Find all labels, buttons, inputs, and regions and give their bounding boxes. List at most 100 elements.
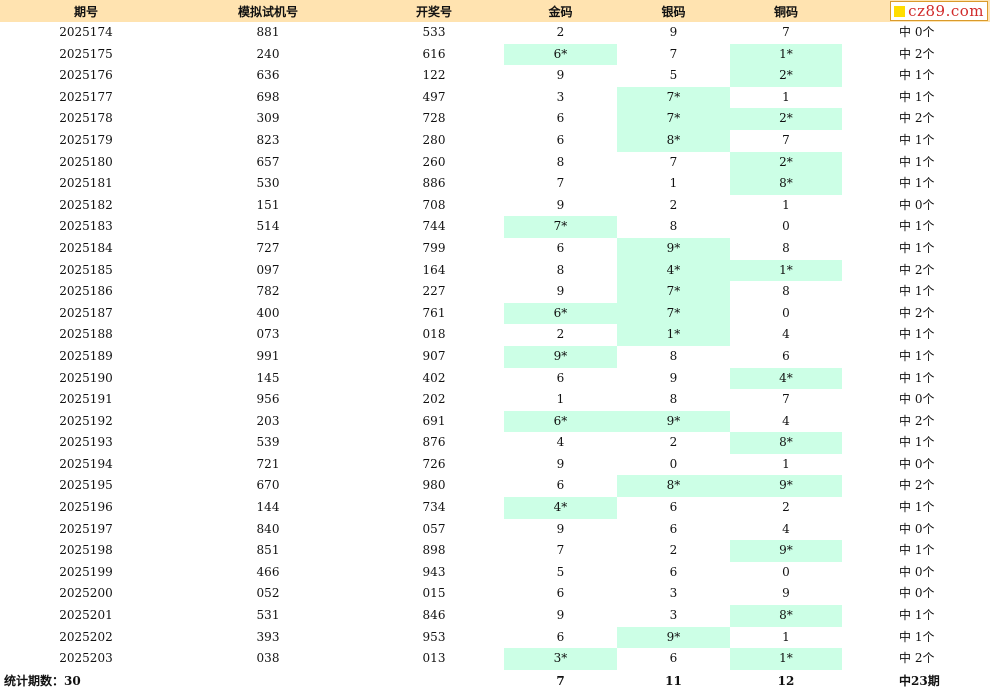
cell-draw-number: 013 <box>422 651 446 666</box>
header-silver-code: 银码 <box>617 0 730 22</box>
cell-draw-number: 734 <box>422 500 446 515</box>
cell-silver-code: 6 <box>669 564 678 579</box>
table-row: 2025179 823 280 6 8* 7 中 1个 <box>0 129 990 152</box>
cell-hit-count: 中 0个 <box>899 521 935 536</box>
summary-gold-count: 7 <box>556 673 565 688</box>
cell-simulated-number: 539 <box>256 435 280 450</box>
cell-silver-code: 4* <box>617 259 730 282</box>
cell-gold-code: 2 <box>556 25 565 39</box>
cell-gold-code: 6* <box>504 302 617 325</box>
cell-silver-code: 7 <box>669 154 678 169</box>
cell-silver-code: 3 <box>669 586 678 601</box>
cell-copper-code: 2* <box>730 65 842 87</box>
cell-copper-code: 1 <box>782 456 790 471</box>
cell-silver-code: 2 <box>669 435 678 450</box>
cell-period: 2025178 <box>59 111 113 126</box>
summary-hit-count: 中23期 <box>899 673 940 688</box>
cell-copper-code: 0 <box>782 305 790 320</box>
cell-hit-count: 中 1个 <box>899 176 935 191</box>
cell-period: 2025186 <box>59 284 113 299</box>
cell-draw-number: 164 <box>422 262 446 277</box>
cell-simulated-number: 956 <box>256 392 280 407</box>
cell-period: 2025203 <box>59 651 113 666</box>
cell-draw-number: 691 <box>422 413 446 428</box>
table-row: 2025181 530 886 7 1 8* 中 1个 <box>0 173 990 195</box>
cell-simulated-number: 782 <box>256 284 280 299</box>
header-draw-number: 开奖号 <box>364 0 504 22</box>
table-row: 2025176 636 122 9 5 2* 中 1个 <box>0 65 990 87</box>
table-row: 2025192 203 691 6* 9* 4 中 2个 <box>0 410 990 433</box>
cell-silver-code: 2 <box>669 543 678 558</box>
cell-silver-code: 9 <box>669 25 678 39</box>
cell-silver-code: 8 <box>669 348 678 363</box>
cell-simulated-number: 670 <box>256 478 280 493</box>
cell-silver-code: 0 <box>669 456 678 471</box>
cell-period: 2025195 <box>59 478 113 493</box>
table-row: 2025180 657 260 8 7 2* 中 1个 <box>0 151 990 174</box>
cell-period: 2025176 <box>59 68 113 83</box>
cell-simulated-number: 309 <box>256 111 280 126</box>
cell-copper-code: 2* <box>730 151 842 174</box>
cell-period: 2025200 <box>59 586 113 601</box>
cell-copper-code: 9* <box>730 540 842 562</box>
cell-period: 2025192 <box>59 413 113 428</box>
cell-copper-code: 8* <box>730 605 842 627</box>
cell-period: 2025181 <box>59 176 113 191</box>
cell-draw-number: 280 <box>422 132 446 147</box>
site-logo[interactable]: cz89.com <box>890 1 988 21</box>
header-copper-code: 铜码 <box>730 0 842 22</box>
cell-copper-code: 1 <box>782 629 790 644</box>
table-row: 2025195 670 980 6 8* 9* 中 2个 <box>0 475 990 498</box>
cell-draw-number: 122 <box>422 68 446 83</box>
cell-period: 2025177 <box>59 89 113 104</box>
cell-period: 2025187 <box>59 305 113 320</box>
table-row: 2025199 466 943 5 6 0 中 0个 <box>0 562 990 584</box>
cell-copper-code: 2 <box>782 500 790 515</box>
cell-hit-count: 中 0个 <box>899 456 935 471</box>
cell-draw-number: 018 <box>422 327 446 342</box>
cell-hit-count: 中 1个 <box>899 629 935 644</box>
table-row: 2025174 881 533 2 9 7 中 0个 <box>0 22 990 44</box>
cell-draw-number: 876 <box>422 435 446 450</box>
cell-silver-code: 8* <box>617 475 730 498</box>
cell-draw-number: 799 <box>422 240 446 255</box>
cell-period: 2025190 <box>59 370 113 385</box>
cell-gold-code: 2 <box>556 327 565 342</box>
cell-gold-code: 1 <box>556 392 565 407</box>
cell-period: 2025194 <box>59 456 113 471</box>
table-row: 2025200 052 015 6 3 9 中 0个 <box>0 583 990 605</box>
table-row: 2025182 151 708 9 2 1 中 0个 <box>0 195 990 217</box>
cell-silver-code: 2 <box>669 197 678 212</box>
cell-draw-number: 227 <box>422 284 446 299</box>
cell-hit-count: 中 0个 <box>899 586 935 601</box>
logo-text: cz89.com <box>908 2 984 20</box>
summary-row: 统计期数：30 7 11 12 中23期 <box>0 670 990 692</box>
cell-period: 2025182 <box>59 197 113 212</box>
cell-period: 2025175 <box>59 46 113 61</box>
cell-copper-code: 7 <box>782 392 790 407</box>
cell-gold-code: 9 <box>556 608 565 623</box>
cell-period: 2025174 <box>59 25 113 39</box>
cell-copper-code: 8 <box>782 284 790 299</box>
cell-simulated-number: 400 <box>256 305 280 320</box>
cell-period: 2025188 <box>59 327 113 342</box>
cell-copper-code: 8* <box>730 173 842 195</box>
cell-hit-count: 中 1个 <box>899 435 935 450</box>
table-row: 2025175 240 616 6* 7 1* 中 2个 <box>0 43 990 66</box>
cell-copper-code: 1* <box>730 259 842 282</box>
cell-draw-number: 744 <box>422 219 446 234</box>
cell-draw-number: 708 <box>422 197 446 212</box>
cell-simulated-number: 514 <box>256 219 280 234</box>
table-row: 2025187 400 761 6* 7* 0 中 2个 <box>0 302 990 325</box>
summary-silver-count: 11 <box>665 673 682 688</box>
cell-simulated-number: 145 <box>256 370 280 385</box>
cell-simulated-number: 531 <box>256 608 280 623</box>
cell-copper-code: 1 <box>782 89 790 104</box>
cell-draw-number: 497 <box>422 89 446 104</box>
cell-gold-code: 4* <box>504 497 617 519</box>
cell-hit-count: 中 1个 <box>899 608 935 623</box>
cell-hit-count: 中 2个 <box>899 46 935 61</box>
cell-hit-count: 中 1个 <box>899 348 935 363</box>
cell-gold-code: 9 <box>556 68 565 83</box>
